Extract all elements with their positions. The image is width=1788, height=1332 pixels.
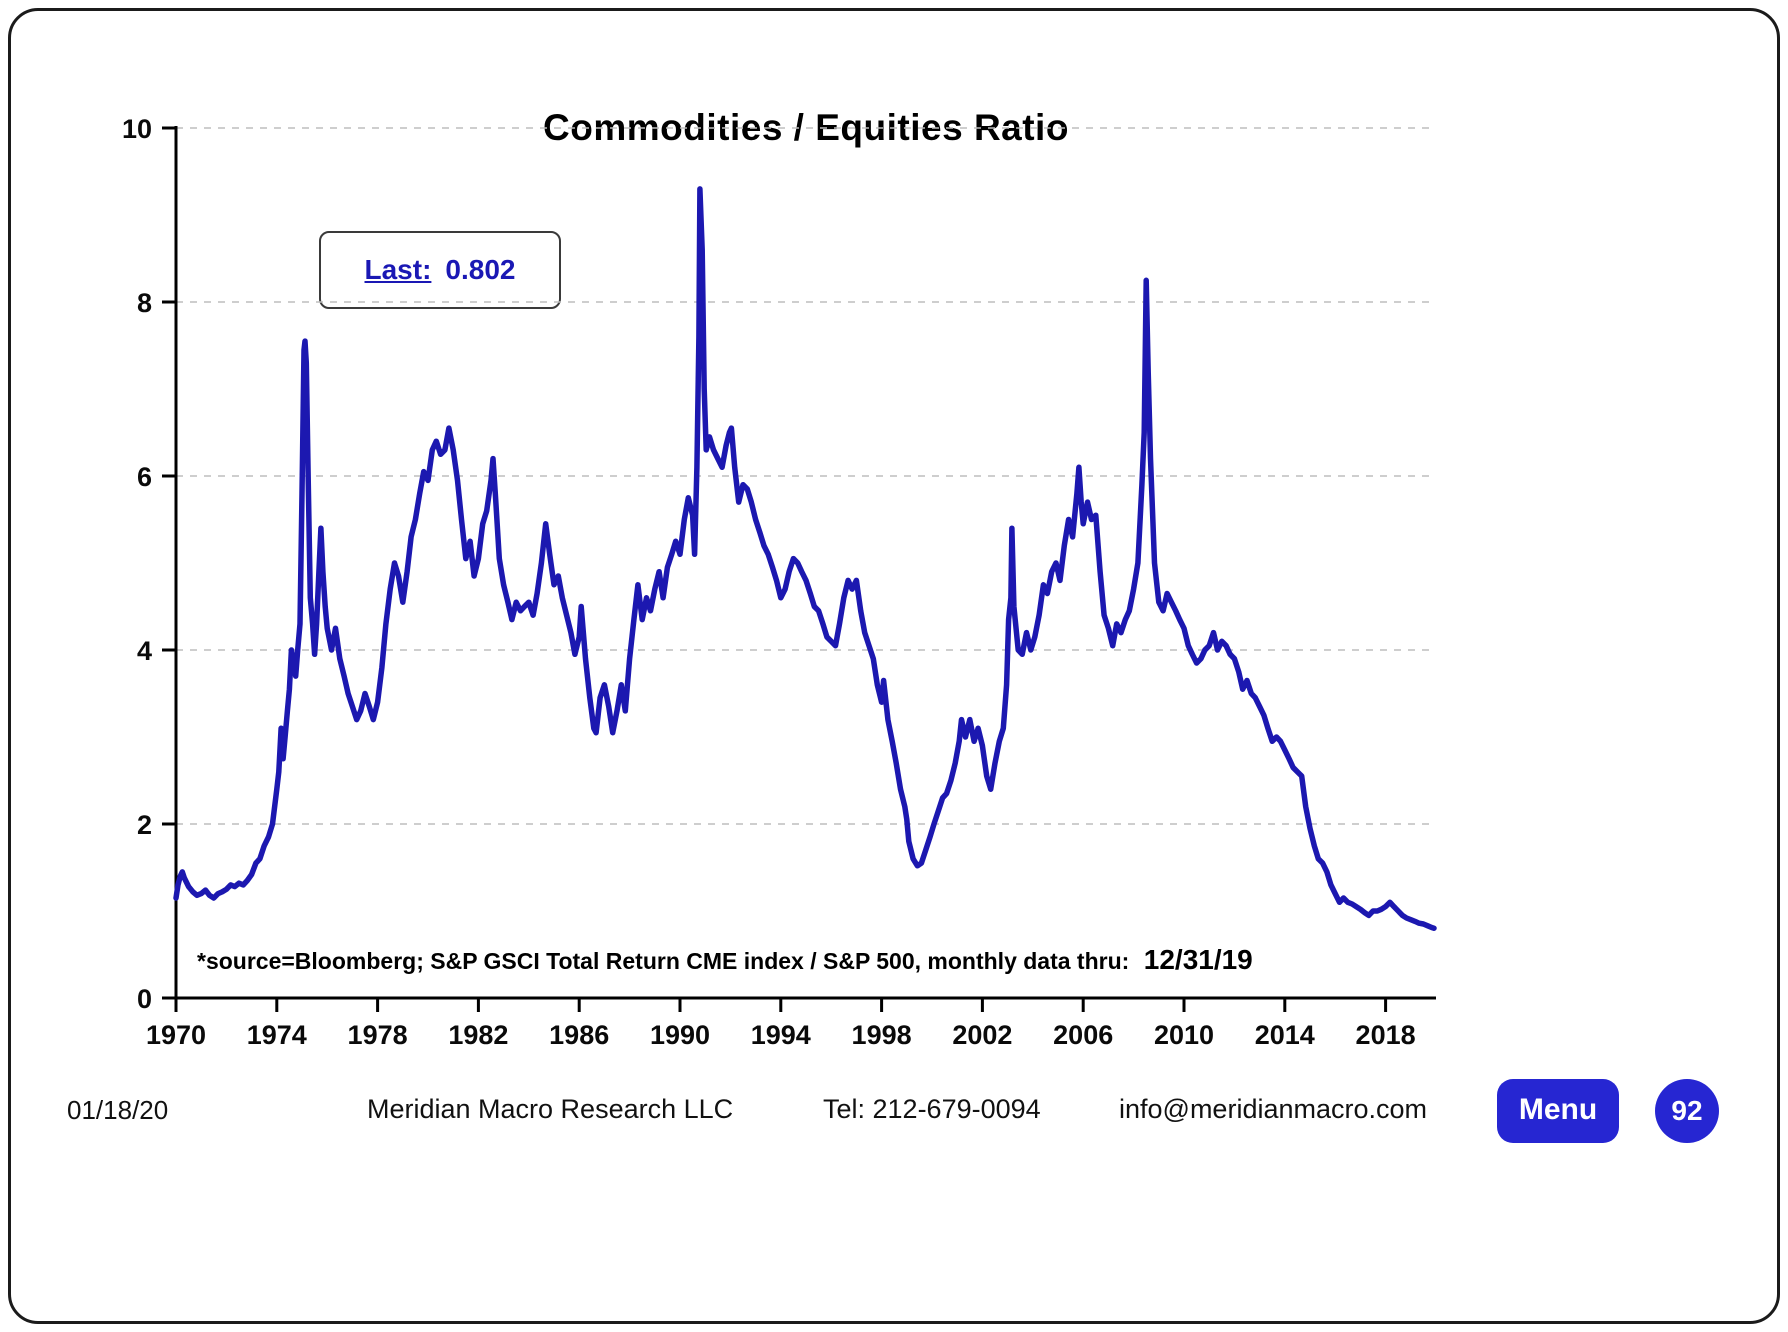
svg-text:4: 4 <box>137 636 152 666</box>
svg-text:2002: 2002 <box>952 1020 1012 1050</box>
menu-button[interactable]: Menu <box>1497 1079 1619 1143</box>
svg-text:6: 6 <box>137 462 152 492</box>
svg-text:1994: 1994 <box>751 1020 811 1050</box>
svg-text:1982: 1982 <box>448 1020 508 1050</box>
svg-text:2006: 2006 <box>1053 1020 1113 1050</box>
svg-text:1978: 1978 <box>348 1020 408 1050</box>
footer-date: 01/18/20 <box>67 1095 169 1125</box>
svg-text:1998: 1998 <box>852 1020 912 1050</box>
svg-text:10: 10 <box>122 114 152 144</box>
footer: 01/18/20 Meridian Macro Research LLC Tel… <box>11 1079 1777 1145</box>
svg-text:2010: 2010 <box>1154 1020 1214 1050</box>
page-number-badge[interactable]: 92 <box>1655 1079 1719 1143</box>
source-note: *source=Bloomberg; S&P GSCI Total Return… <box>197 944 1253 976</box>
company-name: Meridian Macro Research LLC <box>367 1094 734 1124</box>
last-value-box: Last: 0.802 <box>319 231 561 309</box>
svg-text:2014: 2014 <box>1255 1020 1315 1050</box>
email-address: info@meridianmacro.com <box>1119 1094 1428 1124</box>
last-value: 0.802 <box>445 254 516 285</box>
svg-text:1990: 1990 <box>650 1020 710 1050</box>
svg-text:1974: 1974 <box>247 1020 307 1050</box>
svg-text:0: 0 <box>137 984 152 1014</box>
svg-text:1970: 1970 <box>146 1020 206 1050</box>
report-card: Commodities / Equities Ratio Last: 0.802… <box>8 8 1780 1324</box>
phone-number: Tel: 212-679-0094 <box>823 1094 1041 1124</box>
svg-text:2: 2 <box>137 810 152 840</box>
svg-text:8: 8 <box>137 288 152 318</box>
chart-canvas: 0 2 4 6 8 10 1970 1974 1978 1982 1986 1990 1994 1998 2… <box>122 114 1437 1050</box>
svg-text:2018: 2018 <box>1356 1020 1416 1050</box>
source-text: *source=Bloomberg; S&P GSCI Total Return… <box>197 948 1130 974</box>
last-label: Last: <box>364 254 432 285</box>
source-date: 12/31/19 <box>1143 944 1253 975</box>
svg-text:1986: 1986 <box>549 1020 609 1050</box>
